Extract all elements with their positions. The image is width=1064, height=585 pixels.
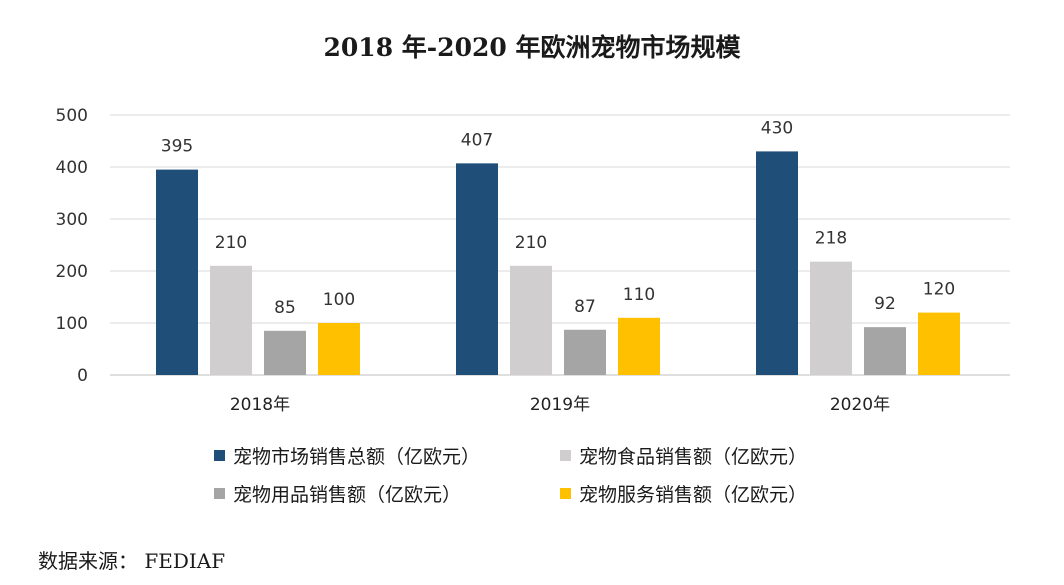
data-source: 数据来源： FEDIAF (38, 549, 226, 573)
data-label: 92 (874, 294, 896, 314)
bar (264, 330, 306, 375)
data-label: 85 (274, 298, 296, 318)
bar (456, 163, 498, 375)
legend-label-services: 宠物服务销售额（亿欧元） (579, 484, 808, 506)
y-tick-label: 300 (56, 210, 88, 230)
x-tick-label: 2020年 (830, 395, 890, 415)
legend-label-total: 宠物市场销售总额（亿欧元） (233, 446, 481, 468)
bar (756, 151, 798, 375)
y-tick-label: 100 (56, 314, 88, 334)
data-label: 210 (215, 233, 247, 253)
legend-swatch-total (214, 450, 225, 461)
legend-swatch-supplies (214, 488, 225, 499)
y-tick-label: 200 (56, 262, 88, 282)
bar (864, 327, 906, 375)
data-label: 407 (461, 130, 493, 150)
legend-swatch-services (560, 488, 571, 499)
bar (510, 265, 552, 375)
data-label: 110 (623, 285, 655, 305)
data-label: 87 (574, 297, 596, 317)
y-tick-label: 0 (77, 366, 88, 386)
bar (210, 265, 252, 375)
data-label: 210 (515, 233, 547, 253)
legend-item-supplies: 宠物用品销售额（亿欧元） (214, 480, 461, 507)
data-label: 120 (923, 280, 955, 300)
bar (318, 323, 360, 375)
chart-title: 2018 年-2020 年欧洲宠物市场规模 (323, 33, 741, 62)
bar (810, 261, 852, 375)
data-label: 218 (815, 229, 847, 249)
legend-item-food: 宠物食品销售额（亿欧元） (560, 442, 807, 469)
bar (918, 312, 960, 375)
data-label: 100 (323, 290, 355, 310)
legend-swatch-food (560, 450, 571, 461)
y-tick-label: 500 (56, 106, 88, 126)
bar-chart: 0 100 200 300 400 500 395 210 85 100 2018年 407 210 87… (56, 106, 1010, 415)
legend-item-services: 宠物服务销售额（亿欧元） (560, 480, 807, 507)
x-tick-label: 2019年 (530, 395, 590, 415)
data-label: 395 (161, 137, 193, 157)
bar (156, 169, 198, 375)
legend-label-food: 宠物食品销售额（亿欧元） (579, 446, 808, 468)
bar (618, 317, 660, 375)
data-label: 430 (761, 118, 793, 138)
bar (564, 329, 606, 375)
y-tick-label: 400 (56, 158, 88, 178)
legend-item-total: 宠物市场销售总额（亿欧元） (214, 442, 480, 469)
legend-label-supplies: 宠物用品销售额（亿欧元） (233, 484, 462, 506)
x-tick-label: 2018年 (230, 395, 290, 415)
